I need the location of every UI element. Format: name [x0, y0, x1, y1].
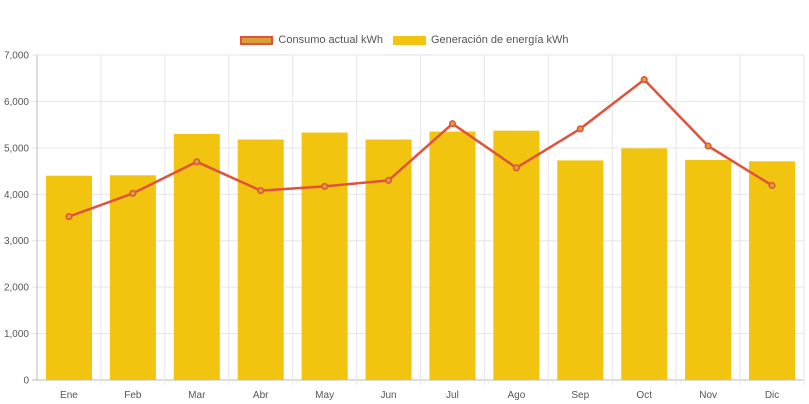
bar-oct — [621, 148, 668, 380]
bar-ene — [45, 175, 92, 380]
legend-label-consumo: Consumo actual kWh — [278, 34, 383, 46]
y-tick-label: 1,000 — [4, 329, 29, 340]
legend-item-consumo[interactable]: Consumo actual kWh — [240, 34, 383, 46]
legend-label-generacion: Generación de energía kWh — [430, 34, 569, 46]
y-tick-label: 3,000 — [4, 236, 29, 247]
point-dic — [768, 181, 776, 190]
line-series — [65, 76, 776, 221]
x-tick-label: Dic — [765, 390, 779, 401]
y-tick-label: 2,000 — [4, 283, 29, 294]
x-tick-label: Feb — [124, 390, 142, 401]
x-tick-label: Ene — [60, 390, 78, 401]
bar-dic — [749, 161, 796, 380]
x-tick-label: Jun — [380, 390, 396, 401]
point-oct — [640, 76, 648, 84]
bar-series — [45, 130, 796, 380]
y-axis: 0 1,000 2,000 3,000 4,000 5,000 6,000 7,000 — [4, 51, 29, 387]
y-tick-label: 4,000 — [4, 190, 29, 201]
legend-swatch-generacion — [392, 35, 426, 45]
y-tick-label: 6,000 — [4, 97, 29, 108]
x-tick-label: Nov — [699, 390, 717, 401]
point-jun — [384, 176, 393, 184]
y-tick-label: 7,000 — [4, 51, 29, 62]
point-may — [321, 182, 329, 190]
line-consumo — [68, 78, 773, 218]
point-ago — [512, 164, 520, 172]
legend-item-generacion[interactable]: Generación de energía kWh — [392, 34, 569, 46]
x-tick-label: Oct — [636, 390, 652, 401]
bar-jun — [365, 139, 412, 380]
point-jul — [448, 120, 457, 128]
x-tick-label: Ago — [507, 390, 525, 401]
point-ene — [65, 213, 73, 221]
bar-nov — [685, 159, 732, 380]
point-sep — [576, 125, 584, 133]
bar-abr — [237, 139, 284, 380]
x-axis: Ene Feb Mar Abr May Jun Jul Ago Sep Oct Nov Dic — [60, 390, 779, 401]
chart-legend: Consumo actual kWh Generación de energía… — [0, 34, 809, 46]
y-tick-label: 0 — [23, 376, 29, 387]
point-feb — [129, 189, 137, 197]
bar-jul — [429, 131, 476, 380]
point-mar — [193, 158, 201, 166]
x-tick-label: Jul — [446, 390, 459, 401]
bar-mar — [173, 133, 220, 380]
y-tick-label: 5,000 — [4, 143, 29, 154]
bar-may — [301, 132, 348, 380]
x-tick-label: May — [315, 390, 334, 401]
grid-lines — [32, 54, 805, 385]
bar-sep — [557, 160, 604, 380]
x-tick-label: Mar — [188, 390, 206, 401]
legend-swatch-consumo — [240, 35, 274, 45]
point-nov — [704, 142, 712, 150]
point-abr — [257, 187, 265, 195]
x-tick-label: Sep — [571, 390, 589, 401]
x-tick-label: Abr — [253, 390, 269, 401]
bar-feb — [109, 175, 156, 380]
bar-ago — [493, 130, 540, 380]
